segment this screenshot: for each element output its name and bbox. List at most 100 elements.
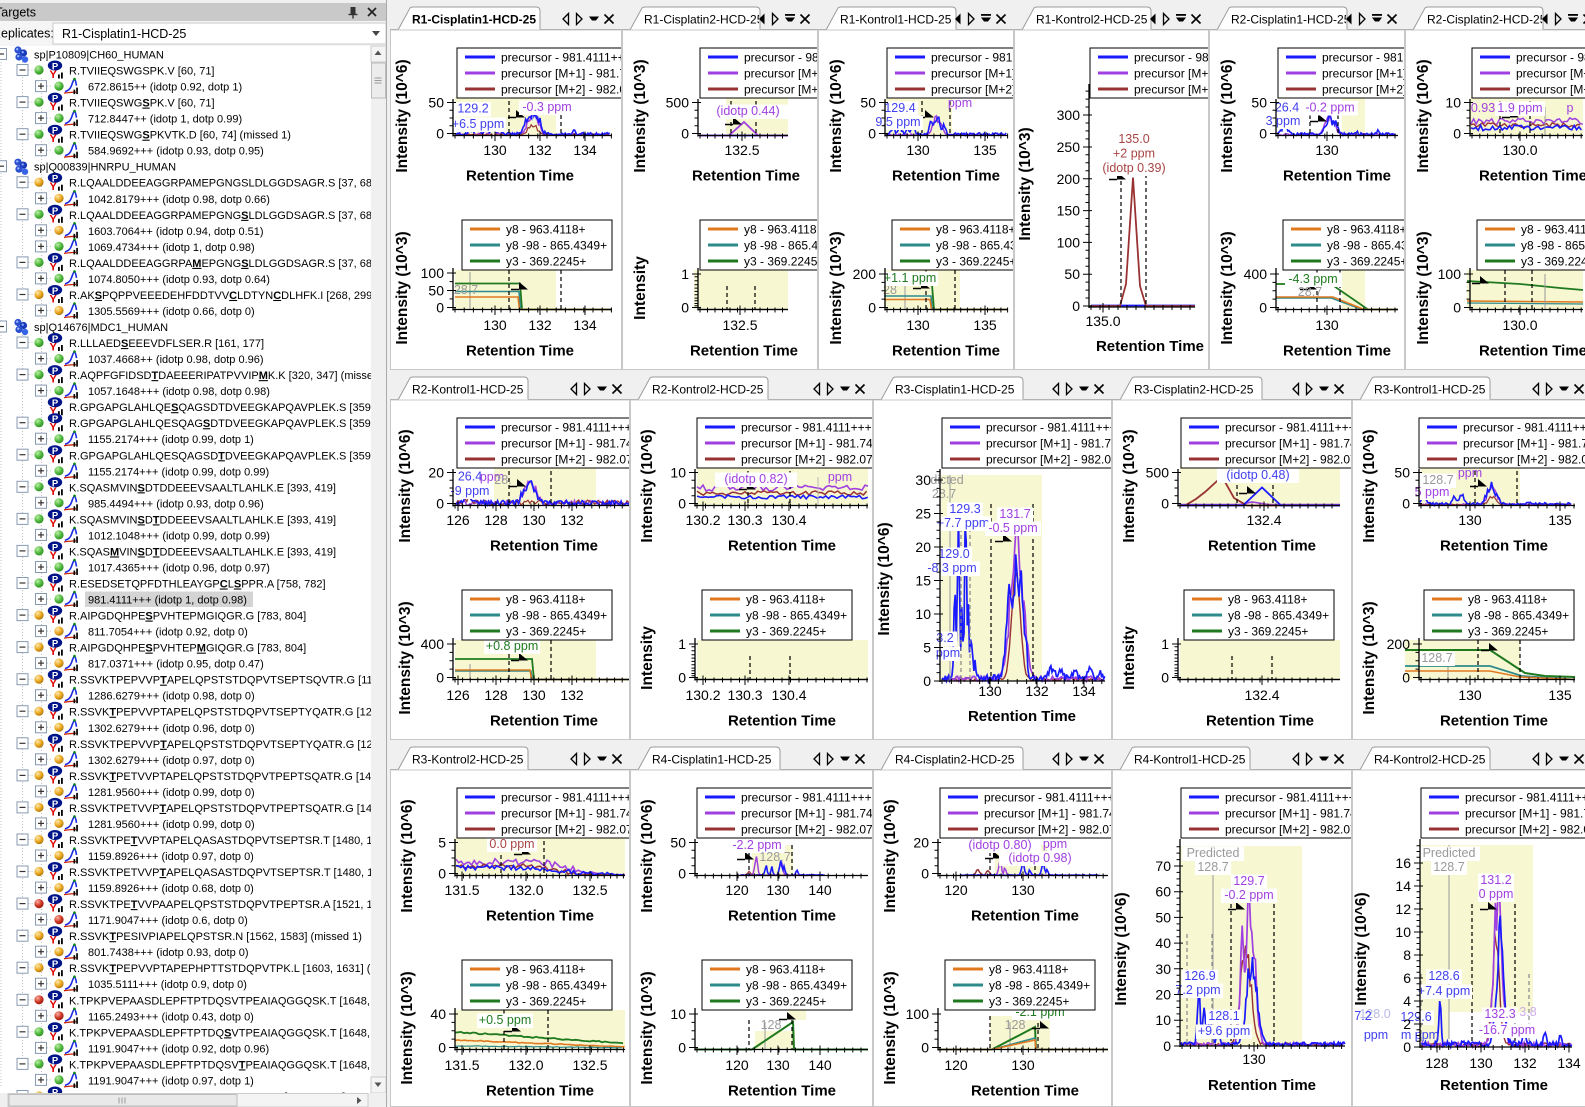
- svg-text:130.3: 130.3: [727, 687, 762, 703]
- svg-text:130.3: 130.3: [727, 512, 762, 528]
- svg-text:R4-Cisplatin1-HCD-25: R4-Cisplatin1-HCD-25: [652, 753, 772, 767]
- svg-text:y3 - 369.2245+: y3 - 369.2245+: [506, 255, 586, 269]
- svg-text:K.SQASMVINSDTDDEEEVSAALTLAHLK.: K.SQASMVINSDTDDEEEVSAALTLAHLK.E [393, 41…: [69, 546, 336, 558]
- svg-text:precursor [M+2] - 982.0793+++: precursor [M+2] - 982.0793+++: [1516, 83, 1585, 97]
- svg-text:0: 0: [868, 300, 876, 316]
- svg-text:1: 1: [678, 636, 686, 652]
- svg-text:1305.5569+++ (idotp 0.66, dotp: 1305.5569+++ (idotp 0.66, dotp 0): [88, 306, 255, 318]
- svg-text:R.SSVKTPETVVPTAPELQASASTDQPVTS: R.SSVKTPETVVPTAPELQASASTDQPVTSEPTSR.T [1…: [69, 867, 373, 879]
- svg-text:0: 0: [681, 126, 689, 142]
- svg-text:K.SQASMVINSDTDDEEEVSAALTLAHLK.: K.SQASMVINSDTDDEEEVSAALTLAHLK.E [393, 41…: [69, 482, 336, 494]
- svg-text:130.4: 130.4: [771, 512, 806, 528]
- svg-text:Retention Time: Retention Time: [892, 343, 1000, 360]
- svg-text:+1.1 ppm: +1.1 ppm: [884, 271, 936, 285]
- svg-text:ppm: ppm: [480, 470, 504, 484]
- svg-text:1017.4365+++ (idotp 0.96, dotp: 1017.4365+++ (idotp 0.96, dotp 0.97): [88, 562, 270, 574]
- svg-text:precursor [M+2] - 982.0793+++: precursor [M+2] - 982.0793+++: [744, 83, 818, 97]
- svg-text:R.AQPFGFIDSDTDAEEERIPATPVVIPMK: R.AQPFGFIDSDTDAEEERIPATPVVIPMK.K [320, 3…: [69, 370, 379, 382]
- svg-text:Retention Time: Retention Time: [466, 343, 574, 360]
- svg-text:Retention Time: Retention Time: [490, 538, 598, 555]
- svg-text:0: 0: [1161, 670, 1169, 686]
- svg-text:y8 - 963.4118+: y8 - 963.4118+: [506, 963, 586, 977]
- svg-text:Intensity (10^3): Intensity (10^3): [397, 601, 414, 714]
- svg-text:Retention Time: Retention Time: [466, 168, 574, 185]
- svg-text:precursor [M+1] - 981.7452+++: precursor [M+1] - 981.7452+++: [1134, 67, 1209, 81]
- svg-text:R.SSVKTPEPVVPTAPELQPSTSTDQPVTS: R.SSVKTPEPVVPTAPELQPSTSTDQPVTSEPTYQATR.G…: [69, 707, 372, 719]
- svg-text:y8 -98 - 865.4349+: y8 -98 - 865.4349+: [746, 979, 847, 993]
- svg-text:130: 130: [483, 142, 507, 158]
- svg-text:ppm: ppm: [1364, 1028, 1388, 1042]
- svg-text:0: 0: [921, 1040, 929, 1056]
- svg-text:-16.7 ppm: -16.7 ppm: [1479, 1023, 1535, 1037]
- svg-text:precursor [M+1] - 981.7452+++: precursor [M+1] - 981.7452+++: [984, 807, 1112, 821]
- svg-text:y8 - 963.4118+: y8 - 963.4118+: [744, 223, 818, 237]
- svg-text:130: 130: [1011, 882, 1035, 898]
- svg-text:sp|Q00839|HNRPU_HUMAN: sp|Q00839|HNRPU_HUMAN: [34, 162, 176, 174]
- svg-text:Retention Time: Retention Time: [1440, 1077, 1548, 1094]
- svg-text:1159.8926+++ (idotp 0.97, dotp: 1159.8926+++ (idotp 0.97, dotp 0): [88, 851, 254, 863]
- svg-text:3 ppm: 3 ppm: [1266, 114, 1301, 128]
- svg-text:1069.4734+++ (idotp 1, dotp 0.: 1069.4734+++ (idotp 1, dotp 0.98): [88, 242, 255, 254]
- svg-text:y3 - 369.2245+: y3 - 369.2245+: [506, 995, 586, 1009]
- svg-text:28.7: 28.7: [1298, 285, 1322, 299]
- svg-text:precursor [M+2] - 982.0793+++: precursor [M+2] - 982.0793+++: [501, 453, 630, 467]
- svg-text:ppm: ppm: [1458, 466, 1482, 480]
- svg-text:Retention Time: Retention Time: [1208, 1077, 1316, 1094]
- svg-text:584.9692+++ (idotp 0.93, dotp: 584.9692+++ (idotp 0.93, dotp 0.95): [88, 146, 264, 158]
- svg-text:y8 - 963.4118+: y8 - 963.4118+: [746, 963, 826, 977]
- svg-text:precursor - 981.4111+++: precursor - 981.4111+++: [741, 421, 872, 435]
- svg-text:400: 400: [1244, 266, 1268, 282]
- svg-text:1155.2174+++ (idotp 0.99, dotp: 1155.2174+++ (idotp 0.99, dotp 1): [88, 434, 254, 446]
- svg-text:R4-Kontrol2-HCD-25: R4-Kontrol2-HCD-25: [1374, 753, 1486, 767]
- svg-text:+0.5 ppm: +0.5 ppm: [479, 1013, 531, 1027]
- svg-text:Retention Time: Retention Time: [490, 713, 598, 730]
- svg-text:0: 0: [438, 866, 446, 882]
- svg-text:1074.8050+++ (idotp 0.93, dotp: 1074.8050+++ (idotp 0.93, dotp 0.64): [88, 274, 270, 286]
- svg-text:Intensity (10^3): Intensity (10^3): [828, 231, 845, 344]
- svg-text:50: 50: [1155, 909, 1171, 925]
- svg-text:30: 30: [1155, 961, 1171, 977]
- svg-text:1191.9047+++ (idotp 0.92, dotp: 1191.9047+++ (idotp 0.92, dotp 0.96): [88, 1043, 269, 1055]
- svg-text:0: 0: [868, 126, 876, 142]
- svg-text:y3 - 369.2245+: y3 - 369.2245+: [744, 255, 818, 269]
- svg-text:0: 0: [436, 496, 444, 512]
- svg-text:Retention Time: Retention Time: [728, 908, 836, 925]
- svg-text:R.LQAALDDEEAGGRPAMEPGNGSLDLGGD: R.LQAALDDEEAGGRPAMEPGNGSLDLGGDSAGR.S [37…: [69, 258, 375, 270]
- svg-text:y8 - 963.4118+: y8 - 963.4118+: [506, 223, 586, 237]
- svg-text:129.2: 129.2: [457, 102, 488, 116]
- svg-text:132: 132: [560, 512, 584, 528]
- svg-text:50: 50: [1394, 465, 1410, 481]
- svg-text:sp|Q14676|MDC1_HUMAN: sp|Q14676|MDC1_HUMAN: [34, 322, 168, 334]
- svg-text:Retention Time: Retention Time: [1208, 538, 1316, 555]
- svg-text:0: 0: [678, 1040, 686, 1056]
- svg-text:128: 128: [484, 512, 508, 528]
- svg-text:120: 120: [944, 882, 968, 898]
- svg-text:-0.2 ppm: -0.2 ppm: [1224, 888, 1273, 902]
- svg-text:12: 12: [1395, 901, 1411, 917]
- svg-text:132.4: 132.4: [1244, 687, 1279, 703]
- svg-text:y8 -98 - 865.4349+: y8 -98 - 865.4349+: [1327, 239, 1405, 253]
- svg-text:y8 -98 - 865.4349+: y8 -98 - 865.4349+: [506, 609, 607, 623]
- svg-text:Intensity (10^6): Intensity (10^6): [1361, 429, 1378, 542]
- svg-text:Intensity (10^6): Intensity (10^6): [397, 429, 414, 542]
- svg-text:126.9: 126.9: [1184, 969, 1215, 983]
- svg-text:672.8615++ (idotp 0.92, dotp 1: 672.8615++ (idotp 0.92, dotp 1): [88, 82, 242, 94]
- svg-text:precursor [M+1] - 981.7452+++: precursor [M+1] - 981.7452+++: [1225, 807, 1352, 821]
- svg-text:5: 5: [923, 640, 931, 656]
- svg-text:120: 120: [725, 882, 749, 898]
- svg-text:Intensity (10^6): Intensity (10^6): [639, 429, 656, 542]
- svg-text:128: 128: [1005, 1018, 1026, 1032]
- svg-text:y8 - 963.4118+: y8 - 963.4118+: [1521, 223, 1585, 237]
- svg-text:130: 130: [483, 317, 507, 333]
- svg-text:Intensity (10^3): Intensity (10^3): [882, 971, 899, 1084]
- svg-text:(idotp 0.98): (idotp 0.98): [1008, 851, 1071, 865]
- svg-text:129.6: 129.6: [1400, 1010, 1431, 1024]
- svg-text:precursor [M+1] - 981.7452+++: precursor [M+1] - 981.7452+++: [931, 67, 1014, 81]
- svg-text:1159.8926+++ (idotp 0.68, dotp: 1159.8926+++ (idotp 0.68, dotp 0): [88, 883, 254, 895]
- svg-text:132.4: 132.4: [1246, 512, 1281, 528]
- svg-text:60: 60: [1155, 884, 1171, 900]
- svg-text:1281.9560+++ (idotp 0.99, dotp: 1281.9560+++ (idotp 0.99, dotp 0): [88, 787, 255, 799]
- svg-text:precursor [M+2] - 982.0793+++: precursor [M+2] - 982.0793+++: [741, 453, 873, 467]
- svg-text:precursor [M+2] - 982.0793+++: precursor [M+2] - 982.0793+++: [931, 83, 1014, 97]
- svg-text:0: 0: [678, 496, 686, 512]
